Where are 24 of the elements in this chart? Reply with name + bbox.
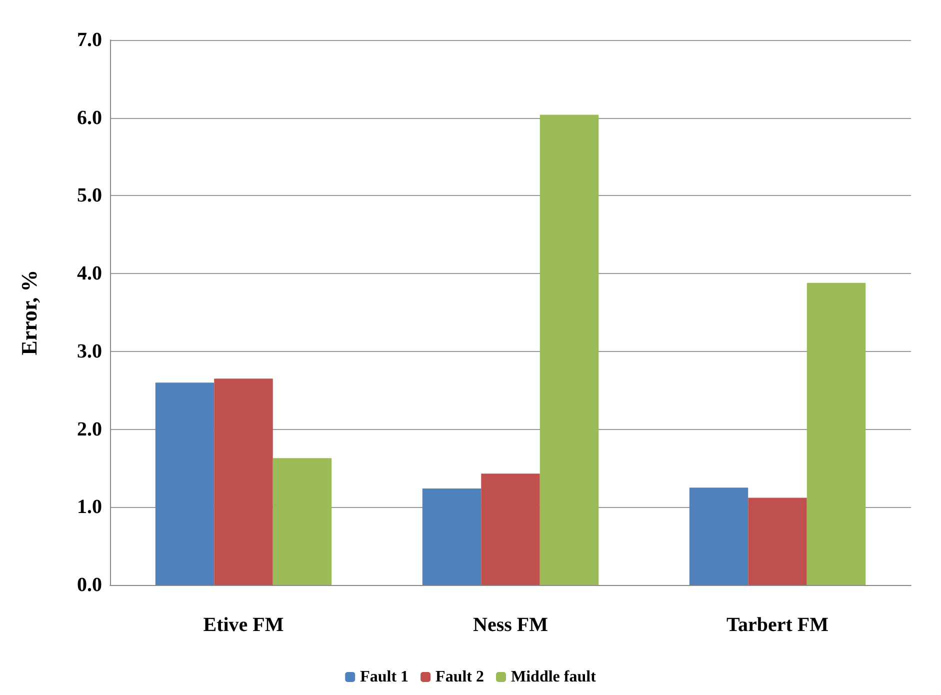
y-axis-title: Error, % (16, 270, 42, 356)
legend-label: Middle fault (511, 668, 597, 686)
y-tick-label: 7.0 (77, 29, 102, 51)
bar (155, 382, 214, 585)
bar (481, 474, 540, 585)
y-tick-label: 0.0 (77, 574, 102, 596)
bar (272, 458, 332, 585)
x-tick-label: Ness FM (473, 614, 548, 636)
y-tick-label: 5.0 (77, 184, 102, 207)
y-tick-label: 2.0 (77, 418, 102, 440)
legend-label: Fault 2 (436, 668, 484, 686)
legend-label: Fault 1 (360, 668, 409, 686)
x-tick-label: Etive FM (203, 614, 284, 636)
y-tick-label: 1.0 (77, 496, 102, 518)
y-tick-label: 3.0 (77, 340, 102, 362)
y-tick-label: 6.0 (77, 106, 102, 129)
bar (748, 498, 807, 585)
bar (422, 488, 482, 585)
bar (806, 282, 866, 585)
y-tick-label: 4.0 (77, 262, 102, 285)
bar (214, 378, 273, 585)
x-tick-label: Tarbert FM (726, 614, 829, 636)
bar (689, 488, 748, 585)
bar (540, 114, 599, 585)
